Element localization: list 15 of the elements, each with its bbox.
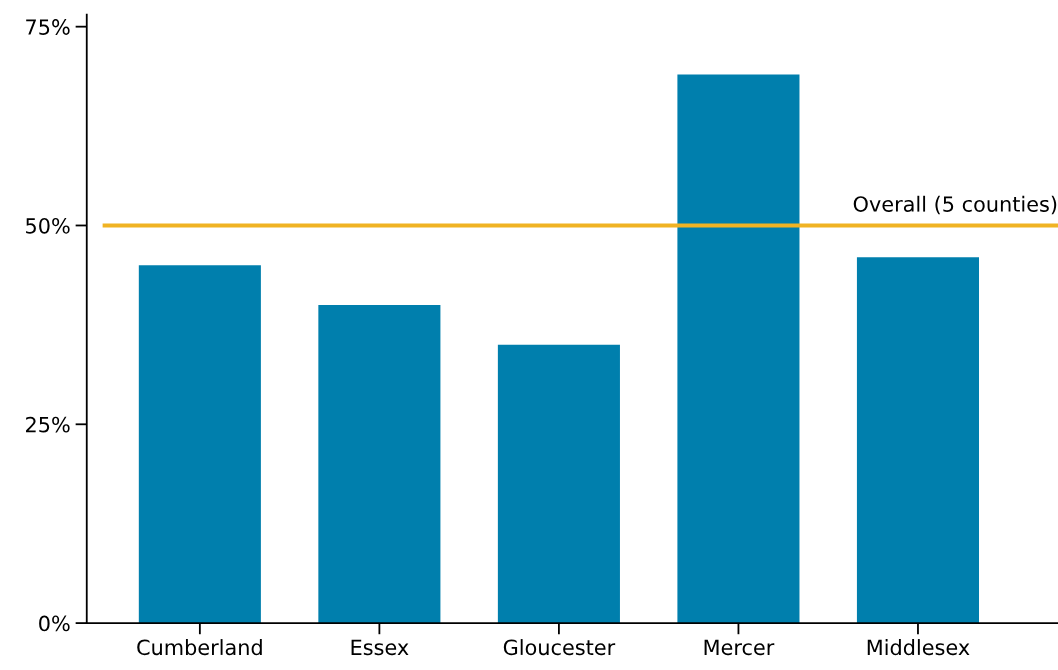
bar (497, 344, 620, 624)
x-tick-label: Gloucester (503, 639, 616, 656)
bar (138, 265, 261, 624)
y-tick-label: 75% (26, 19, 70, 35)
y-tick-label: 25% (26, 416, 70, 433)
x-tick-label: Cumberland (137, 639, 262, 656)
y-tick-label: 0% (39, 615, 70, 632)
x-tick-label: Mercer (704, 639, 775, 656)
x-tick-label: Middlesex (867, 639, 970, 656)
y-tick-label: 50% (26, 217, 70, 234)
bar (856, 257, 980, 624)
x-tick-label: Essex (351, 639, 409, 656)
bar (677, 74, 800, 624)
ref-line-label: Overall (5 counties) (853, 195, 1057, 215)
bar (318, 305, 441, 624)
